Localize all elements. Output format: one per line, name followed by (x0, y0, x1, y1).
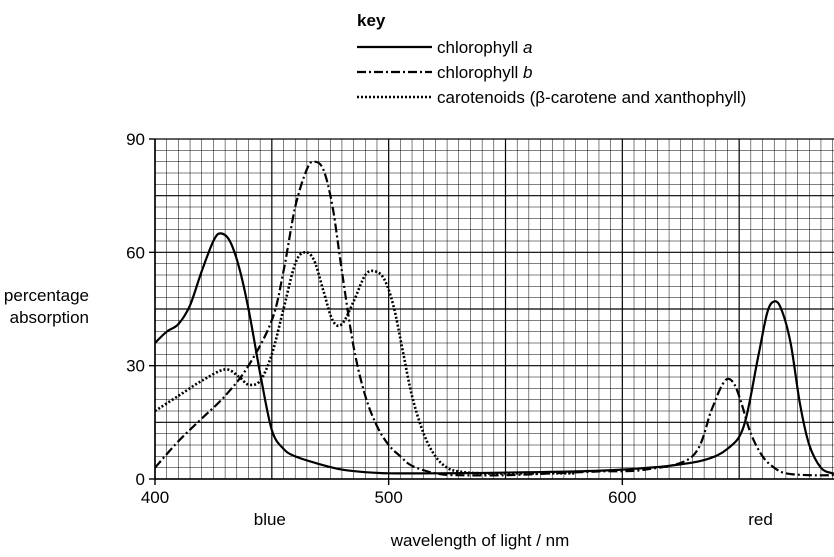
legend-entry: chlorophyll a (437, 38, 532, 57)
x-tick-label: 600 (608, 488, 636, 507)
y-tick-label: 60 (126, 243, 145, 262)
legend-entry-name: chlorophyll (437, 38, 523, 57)
legend-entry-name: carotenoids (β-carotene and xanthophyll) (437, 88, 746, 107)
y-tick-label: 90 (126, 130, 145, 149)
y-axis-title-line: percentage (4, 286, 89, 305)
legend-entry: chlorophyll b (437, 63, 532, 82)
label-layer: wavelength of light / nm percentage absorp… (4, 286, 773, 550)
series-layer (155, 160, 834, 477)
legend-entry-name-italic: a (523, 38, 532, 57)
y-tick-label: 30 (126, 357, 145, 376)
region-label: blue (254, 510, 286, 529)
x-tick-label: 500 (374, 488, 402, 507)
legend-entry-name-italic: b (523, 63, 532, 82)
y-axis-title-line: absorption (10, 308, 89, 327)
x-axis-title: wavelength of light / nm (390, 531, 570, 550)
x-tick-label: 400 (141, 488, 169, 507)
region-label: red (748, 510, 773, 529)
series-line-chlorophyll-a (155, 232, 834, 475)
key-title: key (357, 11, 386, 30)
legend-entry-name: chlorophyll (437, 63, 523, 82)
series-line-carotenoids (155, 250, 576, 475)
axis-layer: 4005006007000306090 (126, 130, 834, 507)
grid-layer (154, 138, 834, 480)
series-line-chlorophyll-b (155, 160, 834, 477)
legend-entry: carotenoids (β-carotene and xanthophyll) (437, 88, 746, 107)
y-tick-label: 0 (136, 470, 145, 489)
